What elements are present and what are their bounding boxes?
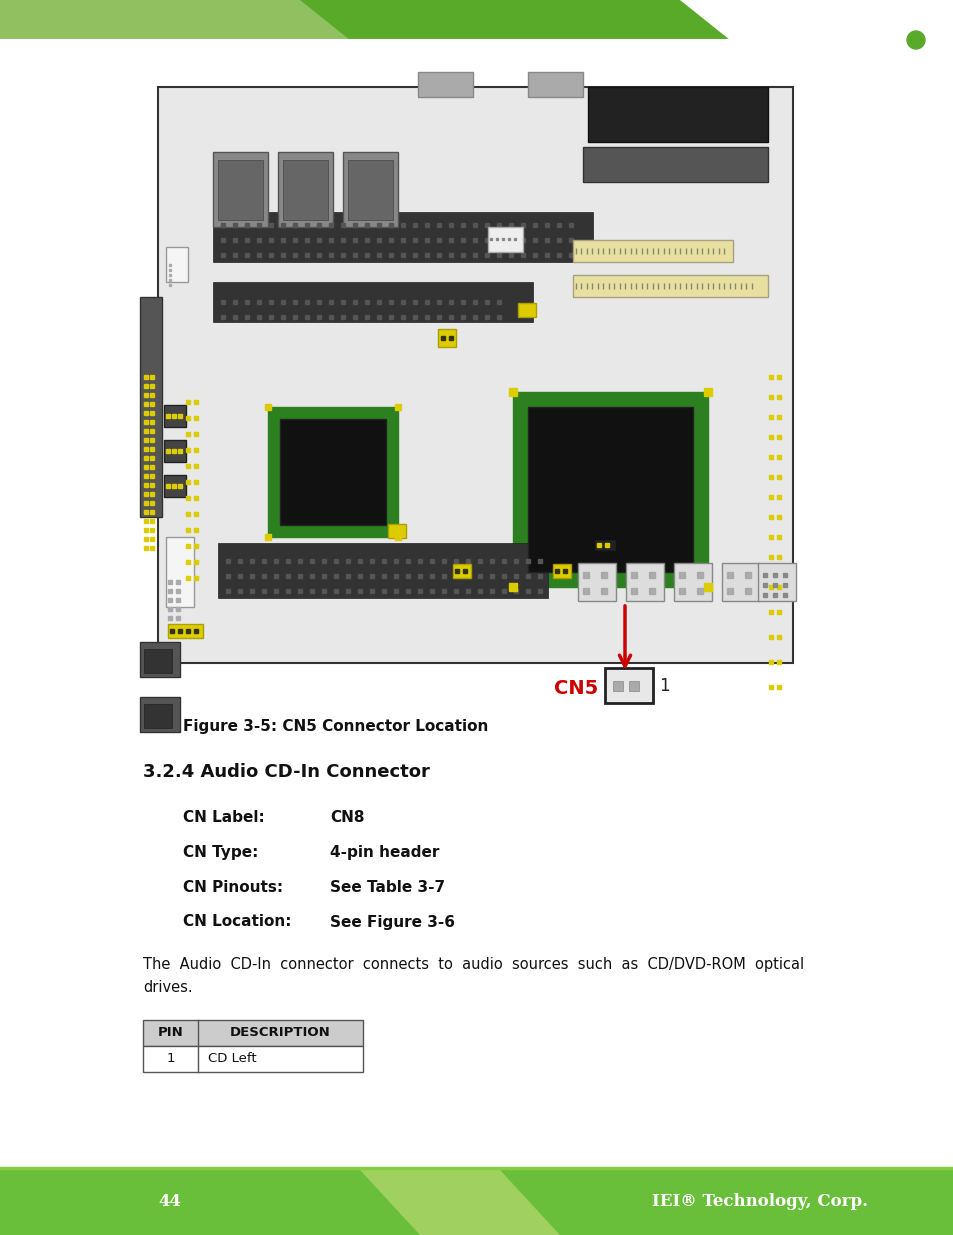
Bar xyxy=(213,152,268,227)
Bar xyxy=(517,303,536,317)
Bar xyxy=(0,1170,953,1235)
Polygon shape xyxy=(359,1170,559,1235)
Text: The  Audio  CD-In  connector  connects  to  audio  sources  such  as  CD/DVD-ROM: The Audio CD-In connector connects to au… xyxy=(143,956,803,972)
Bar xyxy=(168,624,203,638)
Bar xyxy=(140,296,162,517)
Text: CN Type:: CN Type: xyxy=(183,845,258,860)
Text: 4-pin header: 4-pin header xyxy=(330,845,439,860)
Bar xyxy=(587,86,767,142)
Text: CD Left: CD Left xyxy=(208,1052,256,1066)
Text: CN8: CN8 xyxy=(330,809,364,825)
Text: 44: 44 xyxy=(158,1193,181,1210)
Bar xyxy=(158,86,792,663)
Text: See Figure 3-6: See Figure 3-6 xyxy=(330,914,455,930)
Bar xyxy=(164,440,186,462)
Text: See Table 3-7: See Table 3-7 xyxy=(330,879,445,894)
Bar xyxy=(573,240,732,262)
Bar xyxy=(166,247,188,282)
Bar xyxy=(143,1020,363,1046)
Bar xyxy=(513,391,707,587)
Bar xyxy=(218,543,547,598)
Text: CN Label:: CN Label: xyxy=(183,809,265,825)
Text: CN Location:: CN Location: xyxy=(183,914,292,930)
Bar xyxy=(417,72,473,98)
Text: drives.: drives. xyxy=(143,979,193,994)
Bar xyxy=(625,563,663,601)
Circle shape xyxy=(906,31,924,49)
Bar xyxy=(673,563,711,601)
Bar xyxy=(553,564,571,578)
Bar xyxy=(573,275,767,296)
Polygon shape xyxy=(0,0,479,40)
Text: CN5: CN5 xyxy=(553,678,598,698)
Bar xyxy=(213,282,533,322)
Text: IEI® Technology, Corp.: IEI® Technology, Corp. xyxy=(651,1193,867,1210)
Bar xyxy=(268,408,397,537)
Bar xyxy=(143,1046,363,1072)
Text: Figure 3-5: CN5 Connector Location: Figure 3-5: CN5 Connector Location xyxy=(183,720,488,735)
Bar xyxy=(280,419,386,525)
Text: DESCRIPTION: DESCRIPTION xyxy=(230,1026,331,1040)
Text: 3.2.4 Audio CD-In Connector: 3.2.4 Audio CD-In Connector xyxy=(143,763,430,781)
Bar xyxy=(453,564,471,578)
Bar xyxy=(166,537,193,606)
Text: PIN: PIN xyxy=(157,1026,183,1040)
Bar xyxy=(140,642,180,677)
Bar xyxy=(582,147,767,182)
Bar xyxy=(594,538,616,551)
Text: CN Pinouts:: CN Pinouts: xyxy=(183,879,283,894)
Bar xyxy=(758,563,795,601)
Bar xyxy=(144,704,172,727)
Bar xyxy=(213,212,593,262)
Bar xyxy=(140,697,180,732)
Text: 1: 1 xyxy=(166,1052,174,1066)
Bar xyxy=(388,524,406,538)
Bar xyxy=(277,152,333,227)
Bar xyxy=(348,161,393,220)
Bar xyxy=(488,227,522,252)
Text: 1: 1 xyxy=(659,677,669,695)
Bar xyxy=(164,405,186,427)
Bar xyxy=(527,408,692,572)
Bar xyxy=(218,161,263,220)
Bar xyxy=(604,668,652,703)
Bar xyxy=(437,329,456,347)
Bar xyxy=(578,563,616,601)
Polygon shape xyxy=(299,0,729,40)
Bar xyxy=(527,72,582,98)
Bar xyxy=(283,161,328,220)
Bar xyxy=(721,563,760,601)
Bar xyxy=(343,152,397,227)
Bar xyxy=(144,650,172,673)
Bar xyxy=(164,475,186,496)
